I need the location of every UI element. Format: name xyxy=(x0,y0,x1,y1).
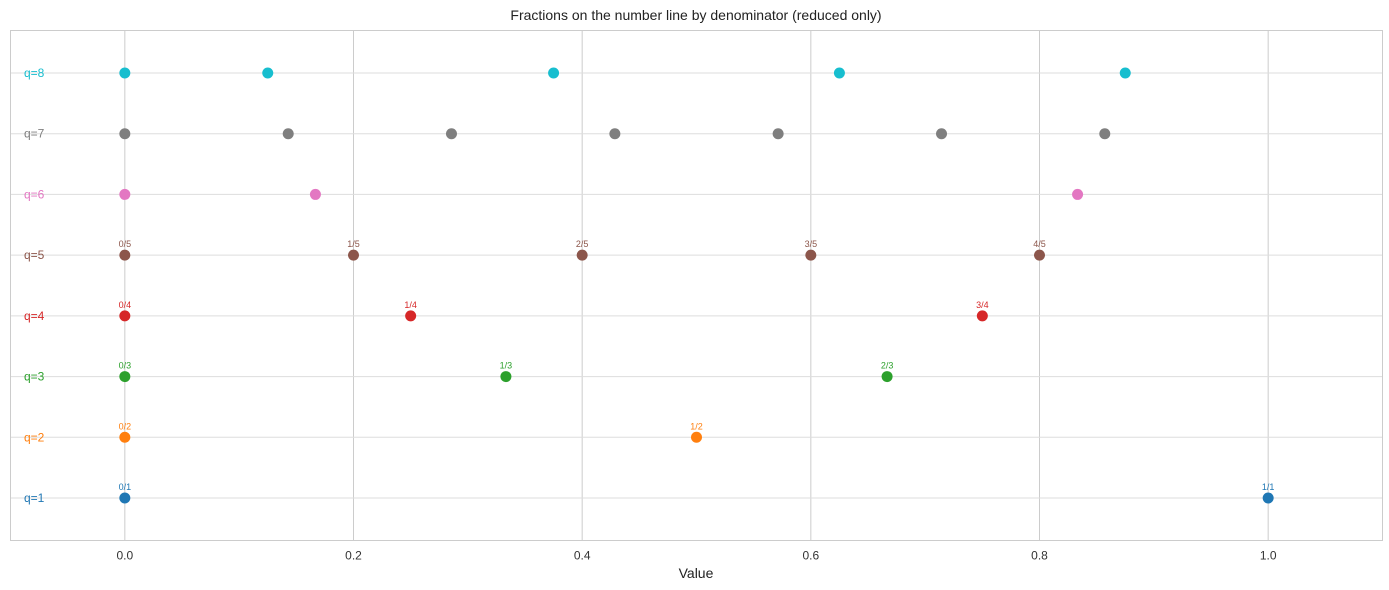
fraction-label: 0/5 xyxy=(119,239,132,249)
fraction-label: 2/3 xyxy=(881,361,894,371)
fraction-point xyxy=(772,128,784,140)
grid-lines xyxy=(10,30,1383,541)
fraction-point xyxy=(1119,67,1131,79)
fraction-point xyxy=(500,371,512,383)
fraction-point xyxy=(119,67,131,79)
fraction-point xyxy=(348,249,359,261)
fraction-point xyxy=(282,128,294,140)
row-label: q=2 xyxy=(24,430,45,444)
row-label: q=1 xyxy=(24,491,45,505)
fraction-label: 0/4 xyxy=(119,300,132,310)
fraction-point xyxy=(119,249,131,261)
fraction-label: 1/2 xyxy=(690,421,703,431)
fraction-point xyxy=(1034,249,1045,261)
row-label: q=3 xyxy=(24,370,45,384)
plot-frame xyxy=(10,30,1383,541)
x-axis-label: Value xyxy=(679,565,714,581)
fraction-point xyxy=(1262,492,1274,504)
fraction-label: 3/4 xyxy=(976,300,989,310)
fraction-point xyxy=(548,67,560,79)
row-label: q=4 xyxy=(24,309,45,323)
fraction-label: 1/5 xyxy=(347,239,360,249)
fraction-point xyxy=(405,310,417,322)
fraction-point xyxy=(445,128,457,140)
row-label: q=5 xyxy=(24,248,45,262)
x-tick-label: 0.0 xyxy=(116,549,133,563)
fraction-point xyxy=(805,249,817,261)
row-label: q=6 xyxy=(24,187,45,201)
x-tick-label: 1.0 xyxy=(1260,549,1277,563)
fraction-label: 0/1 xyxy=(119,482,132,492)
x-tick-label: 0.6 xyxy=(802,549,819,563)
fraction-label: 1/4 xyxy=(404,300,417,310)
fraction-point xyxy=(609,128,621,140)
x-tick-label: 0.2 xyxy=(345,549,362,563)
fraction-point xyxy=(1072,188,1084,200)
data-points: 0/1 1/1 0/2 1/2 0/3 1/3 2/3 0/4 1/4 3/4 0/5 1/5 2/5 3… xyxy=(119,67,1275,504)
fraction-point xyxy=(119,431,131,443)
fraction-point xyxy=(309,188,321,200)
fraction-point xyxy=(976,310,988,322)
fraction-point xyxy=(691,431,702,443)
fraction-label: 1/1 xyxy=(1262,482,1275,492)
fraction-label: 0/3 xyxy=(119,361,132,371)
fraction-point xyxy=(576,249,588,261)
fraction-label: 2/5 xyxy=(576,239,589,249)
fraction-label: 0/2 xyxy=(119,421,132,431)
x-tick-label: 0.8 xyxy=(1031,549,1048,563)
x-tick-label: 0.4 xyxy=(574,549,591,563)
row-label: q=8 xyxy=(24,66,45,80)
fraction-point xyxy=(119,128,131,140)
fraction-point xyxy=(1099,128,1111,140)
fraction-point xyxy=(936,128,948,140)
fraction-point xyxy=(881,371,893,383)
row-label: q=7 xyxy=(24,127,45,141)
fraction-point xyxy=(119,371,131,383)
fraction-point xyxy=(833,67,845,79)
fraction-point xyxy=(262,67,274,79)
x-axis-ticks: 0.0 0.2 0.4 0.6 0.8 1.0 xyxy=(116,549,1276,563)
fraction-label: 1/3 xyxy=(500,361,513,371)
fraction-label: 3/5 xyxy=(805,239,818,249)
y-axis-row-labels: q=1 q=2 q=3 q=4 q=5 q=6 q=7 q=8 xyxy=(24,66,45,505)
chart-title: Fractions on the number line by denomina… xyxy=(510,7,881,23)
fraction-point xyxy=(119,310,131,322)
fraction-label: 4/5 xyxy=(1033,239,1046,249)
fraction-point xyxy=(119,492,131,504)
fraction-point xyxy=(119,188,131,200)
